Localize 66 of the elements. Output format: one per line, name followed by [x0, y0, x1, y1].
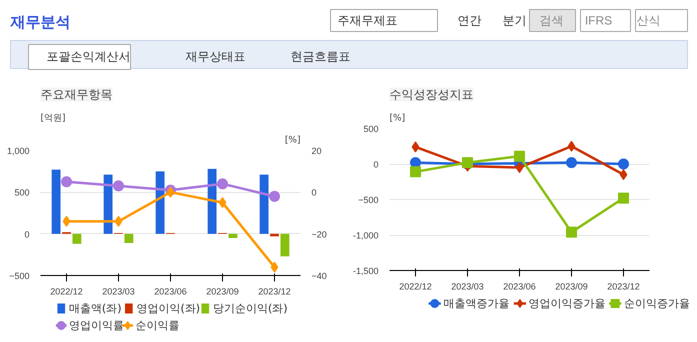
y-tick-label: −500	[358, 195, 379, 205]
x-tick-label: 2023/03	[102, 286, 135, 296]
chart-title: 주요재무항목	[40, 88, 112, 102]
y-tick-label: -1,500	[352, 266, 379, 276]
x-tick-label: 2023/12	[607, 282, 640, 292]
bar	[72, 234, 82, 244]
y2-tick-label: 20	[312, 146, 322, 156]
legend-label: 당기순이익(좌)	[212, 302, 288, 315]
point	[618, 158, 629, 170]
legend-label: 순이익증가율	[624, 297, 690, 310]
text: 산식	[636, 14, 660, 28]
x-tick-label: 2023/12	[258, 286, 291, 296]
y-axis-title: [억원]	[40, 114, 66, 124]
y2-axis-title: [%]	[284, 136, 301, 146]
legend-label: 매출액증가율	[443, 297, 510, 310]
point	[113, 180, 124, 192]
x-tick-label: 2023/06	[154, 286, 187, 296]
legend-label: 영업이익증가율	[528, 297, 606, 310]
legend-label: 매출액(좌)	[68, 302, 122, 315]
text: 분기	[502, 14, 526, 28]
bar	[156, 171, 165, 234]
x-tick-label: 2023/03	[451, 282, 484, 292]
text: 현금흐름표	[290, 50, 350, 64]
y2-tick-label: 0	[312, 188, 317, 198]
y2-tick-label: −40	[312, 271, 327, 281]
point	[217, 178, 228, 190]
chart-title: 수익성장성지표	[390, 88, 474, 102]
y-tick-label: 500	[14, 188, 30, 198]
text: 포괄손익계산서	[46, 50, 130, 64]
bar	[104, 174, 113, 234]
bar	[228, 234, 238, 238]
text: 재무분석	[10, 14, 70, 31]
x-tick-label: 2022/12	[399, 282, 432, 292]
point	[61, 176, 72, 188]
y-tick-label: 500	[363, 124, 379, 134]
y-tick-label: −500	[9, 271, 30, 281]
y-tick-label: 0	[373, 160, 379, 170]
y-tick-label: 0	[24, 229, 30, 240]
y2-tick-label: −20	[312, 229, 327, 240]
legend-label: 순이익률	[135, 319, 180, 332]
point	[566, 226, 577, 238]
y-tick-label: -1,000	[352, 230, 379, 240]
y-tick-label: 1,000	[6, 146, 30, 156]
legend-label: 영업이익(좌)	[136, 302, 200, 315]
bar	[124, 234, 134, 243]
x-tick-label: 2023/09	[206, 286, 239, 296]
point	[269, 190, 280, 202]
legend-label: 영업이익률	[68, 319, 124, 332]
text: 재무상태표	[186, 50, 246, 64]
bar	[270, 234, 279, 236]
point	[566, 157, 577, 168]
bar	[260, 174, 269, 234]
point	[514, 150, 525, 162]
y-axis-title: [%]	[390, 114, 406, 124]
x-tick-label: 2022/12	[50, 286, 83, 296]
text: 주재무제표	[338, 14, 398, 28]
x-tick-label: 2023/09	[555, 282, 588, 292]
x-tick-label: 2023/06	[503, 282, 536, 292]
text: IFRS	[584, 14, 612, 28]
point	[410, 166, 421, 178]
text: 검색	[540, 14, 564, 28]
bar	[52, 170, 61, 234]
point	[618, 192, 629, 204]
bar	[280, 234, 290, 256]
bar	[208, 168, 217, 234]
text: 연간	[458, 14, 482, 28]
